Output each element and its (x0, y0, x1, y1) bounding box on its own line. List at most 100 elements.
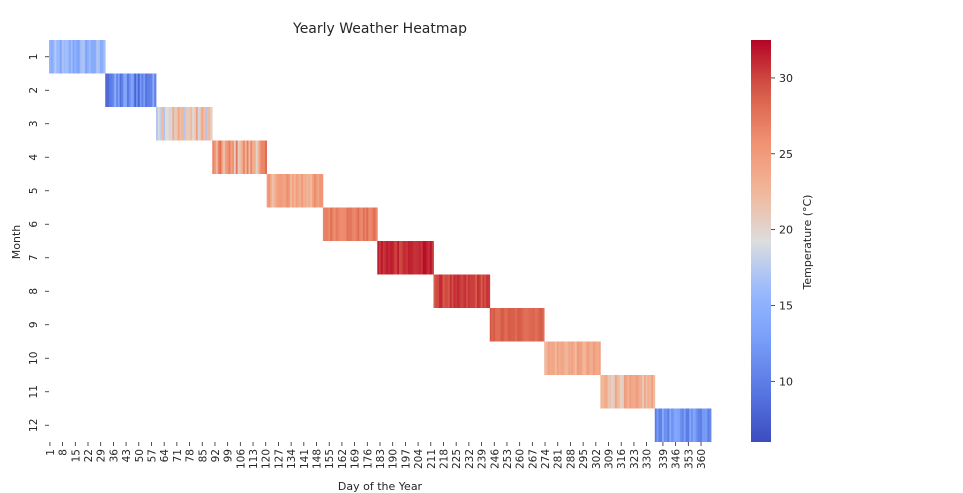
heatmap-cell (555, 341, 558, 375)
heatmap-cell (250, 140, 253, 174)
heatmap-cell (457, 274, 460, 308)
heatmap-cell (219, 140, 222, 174)
heatmap-cell (331, 207, 335, 241)
heatmap-cell (640, 375, 643, 409)
heatmap-cell (582, 341, 585, 375)
heatmap-cell (498, 308, 502, 342)
heatmap-cell (433, 274, 436, 308)
heatmap-cell (99, 40, 102, 74)
x-tick-label: 162 (337, 449, 349, 469)
heatmap-cell (117, 73, 121, 107)
heatmap-cell (188, 107, 191, 141)
heatmap-cell (453, 274, 456, 308)
heatmap-cell (223, 140, 226, 174)
x-tick-label: 127 (273, 449, 285, 469)
y-axis-label: Month (10, 225, 23, 260)
heatmap-cell (691, 408, 694, 442)
heatmap-cell (375, 207, 378, 241)
heatmap-cell (386, 241, 389, 275)
heatmap-cell (353, 207, 356, 241)
heatmap-cell (244, 140, 248, 174)
heatmap-cell (132, 73, 135, 107)
heatmap-cell (293, 174, 297, 208)
heatmap-cell (257, 140, 260, 174)
heatmap-cell (631, 375, 634, 409)
heatmap-cell (255, 140, 258, 174)
heatmap-cell (181, 107, 184, 141)
x-tick-label: 22 (83, 449, 95, 462)
heatmap-cell (703, 408, 706, 442)
heatmap-cell (506, 308, 509, 342)
heatmap-cell (321, 174, 324, 208)
heatmap-cell (388, 241, 391, 275)
heatmap-cell (404, 241, 407, 275)
heatmap-cell (67, 40, 70, 74)
heatmap-cell (478, 274, 482, 308)
heatmap-cell (232, 140, 235, 174)
heatmap-cell (299, 174, 302, 208)
heatmap-cell (74, 40, 77, 74)
heatmap-cell (669, 408, 672, 442)
heatmap-cell (87, 40, 90, 74)
colorbar-tick-label: 20 (779, 224, 793, 237)
heatmap-cell (159, 107, 162, 141)
heatmap-cell (486, 274, 489, 308)
heatmap-cell (674, 408, 677, 442)
heatmap-cell (268, 174, 271, 208)
heatmap-cell (68, 40, 72, 74)
heatmap-cell (660, 408, 663, 442)
x-tick-label: 141 (299, 449, 311, 469)
heatmap-cell (489, 308, 492, 342)
heatmap-cell (107, 73, 110, 107)
heatmap-cell (480, 274, 483, 308)
heatmap-cell (656, 408, 659, 442)
heatmap-cell (556, 341, 560, 375)
heatmap-cell (281, 174, 284, 208)
heatmap-cell (380, 241, 384, 275)
x-tick-label: 288 (565, 449, 577, 469)
heatmap-cell (516, 308, 520, 342)
heatmap-cell (377, 241, 380, 275)
heatmap-cell (382, 241, 385, 275)
heatmap-cell (114, 73, 117, 107)
heatmap-cell (337, 207, 340, 241)
heatmap-cell (469, 274, 472, 308)
heatmap-cell (105, 73, 108, 107)
heatmap-cell (112, 73, 115, 107)
heatmap-cell (166, 107, 170, 141)
heatmap-cell (195, 107, 199, 141)
heatmap-cell (652, 375, 656, 409)
heatmap-cell (687, 408, 690, 442)
x-tick-label: 239 (477, 449, 489, 469)
heatmap-cell (589, 341, 592, 375)
heatmap-cell (535, 308, 538, 342)
heatmap-cell (616, 375, 619, 409)
heatmap-cell (185, 107, 188, 141)
heatmap-cell (493, 308, 496, 342)
heatmap-cell (364, 207, 367, 241)
heatmap-cell (533, 308, 536, 342)
heatmap-cell (273, 174, 277, 208)
heatmap-cell (701, 408, 705, 442)
x-tick-label: 323 (629, 449, 641, 469)
heatmap-cell (406, 241, 409, 275)
heatmap-cell (491, 308, 494, 342)
heatmap-cell (502, 308, 505, 342)
heatmap-cell (402, 241, 405, 275)
colorbar-tick-label: 15 (779, 299, 793, 312)
x-tick-label: 134 (286, 449, 298, 469)
heatmap-cell (339, 207, 342, 241)
heatmap-cell (692, 408, 696, 442)
heatmap-cell (504, 308, 507, 342)
heatmap-cell (319, 174, 322, 208)
heatmap-cell (471, 274, 474, 308)
heatmap-cell (591, 341, 594, 375)
heatmap-cell (217, 140, 220, 174)
heatmap-cell (681, 408, 685, 442)
heatmap-cell (108, 73, 112, 107)
heatmap-cell (116, 73, 119, 107)
heatmap-cell (391, 241, 394, 275)
heatmap-cell (279, 174, 282, 208)
heatmap-cell (420, 241, 424, 275)
heatmap-cell (272, 174, 275, 208)
